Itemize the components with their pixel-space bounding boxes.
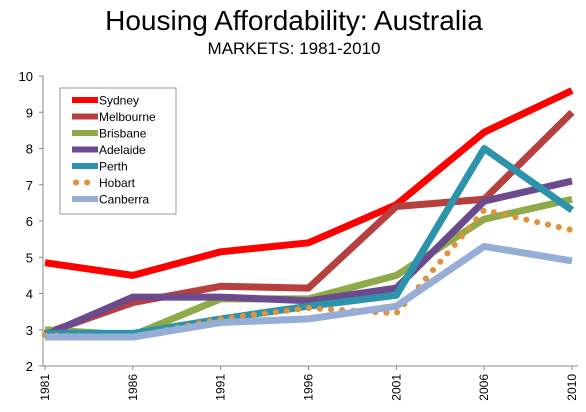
legend-label-melbourne: Melbourne — [99, 110, 156, 124]
y-tick-label: 10 — [19, 69, 33, 84]
x-tick-label: 2010 — [565, 374, 579, 401]
legend-label-hobart: Hobart — [99, 176, 136, 190]
legend-label-perth: Perth — [99, 160, 128, 174]
legend-label-canberra: Canberra — [99, 193, 149, 207]
legend-label-sydney: Sydney — [99, 94, 139, 108]
y-tick-label: 7 — [26, 178, 33, 193]
y-tick-label: 4 — [26, 287, 33, 302]
series-line-brisbane — [44, 195, 573, 339]
x-tick-label: 1996 — [302, 374, 316, 401]
x-tick-label: 1981 — [38, 374, 52, 401]
x-tick-label: 2006 — [477, 374, 491, 401]
legend: Sydney Melbourne Brisbane Adelaide Perth Hoba… — [59, 87, 177, 215]
y-tick-label: 2 — [26, 359, 33, 374]
x-tick-group: 1981 1986 1991 1996 2001 2006 2010 — [38, 366, 579, 401]
y-tick-label: 3 — [26, 323, 33, 338]
series-lines — [42, 87, 575, 341]
legend-items: Sydney Melbourne Brisbane Adelaide Perth Hoba… — [72, 94, 156, 207]
legend-label-adelaide: Adelaide — [99, 143, 146, 157]
chart-subtitle: MARKETS: 1981-2010 — [208, 39, 381, 58]
series-line-canberra — [45, 242, 573, 341]
x-tick-label: 1986 — [126, 374, 140, 401]
y-tick-label: 5 — [26, 250, 33, 265]
y-tick-label: 8 — [26, 142, 33, 157]
x-tick-label: 1991 — [214, 374, 228, 401]
y-tick-group: 2 3 4 5 6 7 8 9 10 — [19, 69, 43, 374]
series-line-adelaide — [43, 177, 573, 339]
y-tick-label: 9 — [26, 105, 33, 120]
y-tick-label: 6 — [26, 214, 33, 229]
chart-title: Housing Affordability: Australia — [105, 5, 483, 36]
series-line-sydney — [44, 87, 574, 279]
legend-label-brisbane: Brisbane — [99, 127, 147, 141]
x-tick-label: 2001 — [389, 374, 403, 401]
